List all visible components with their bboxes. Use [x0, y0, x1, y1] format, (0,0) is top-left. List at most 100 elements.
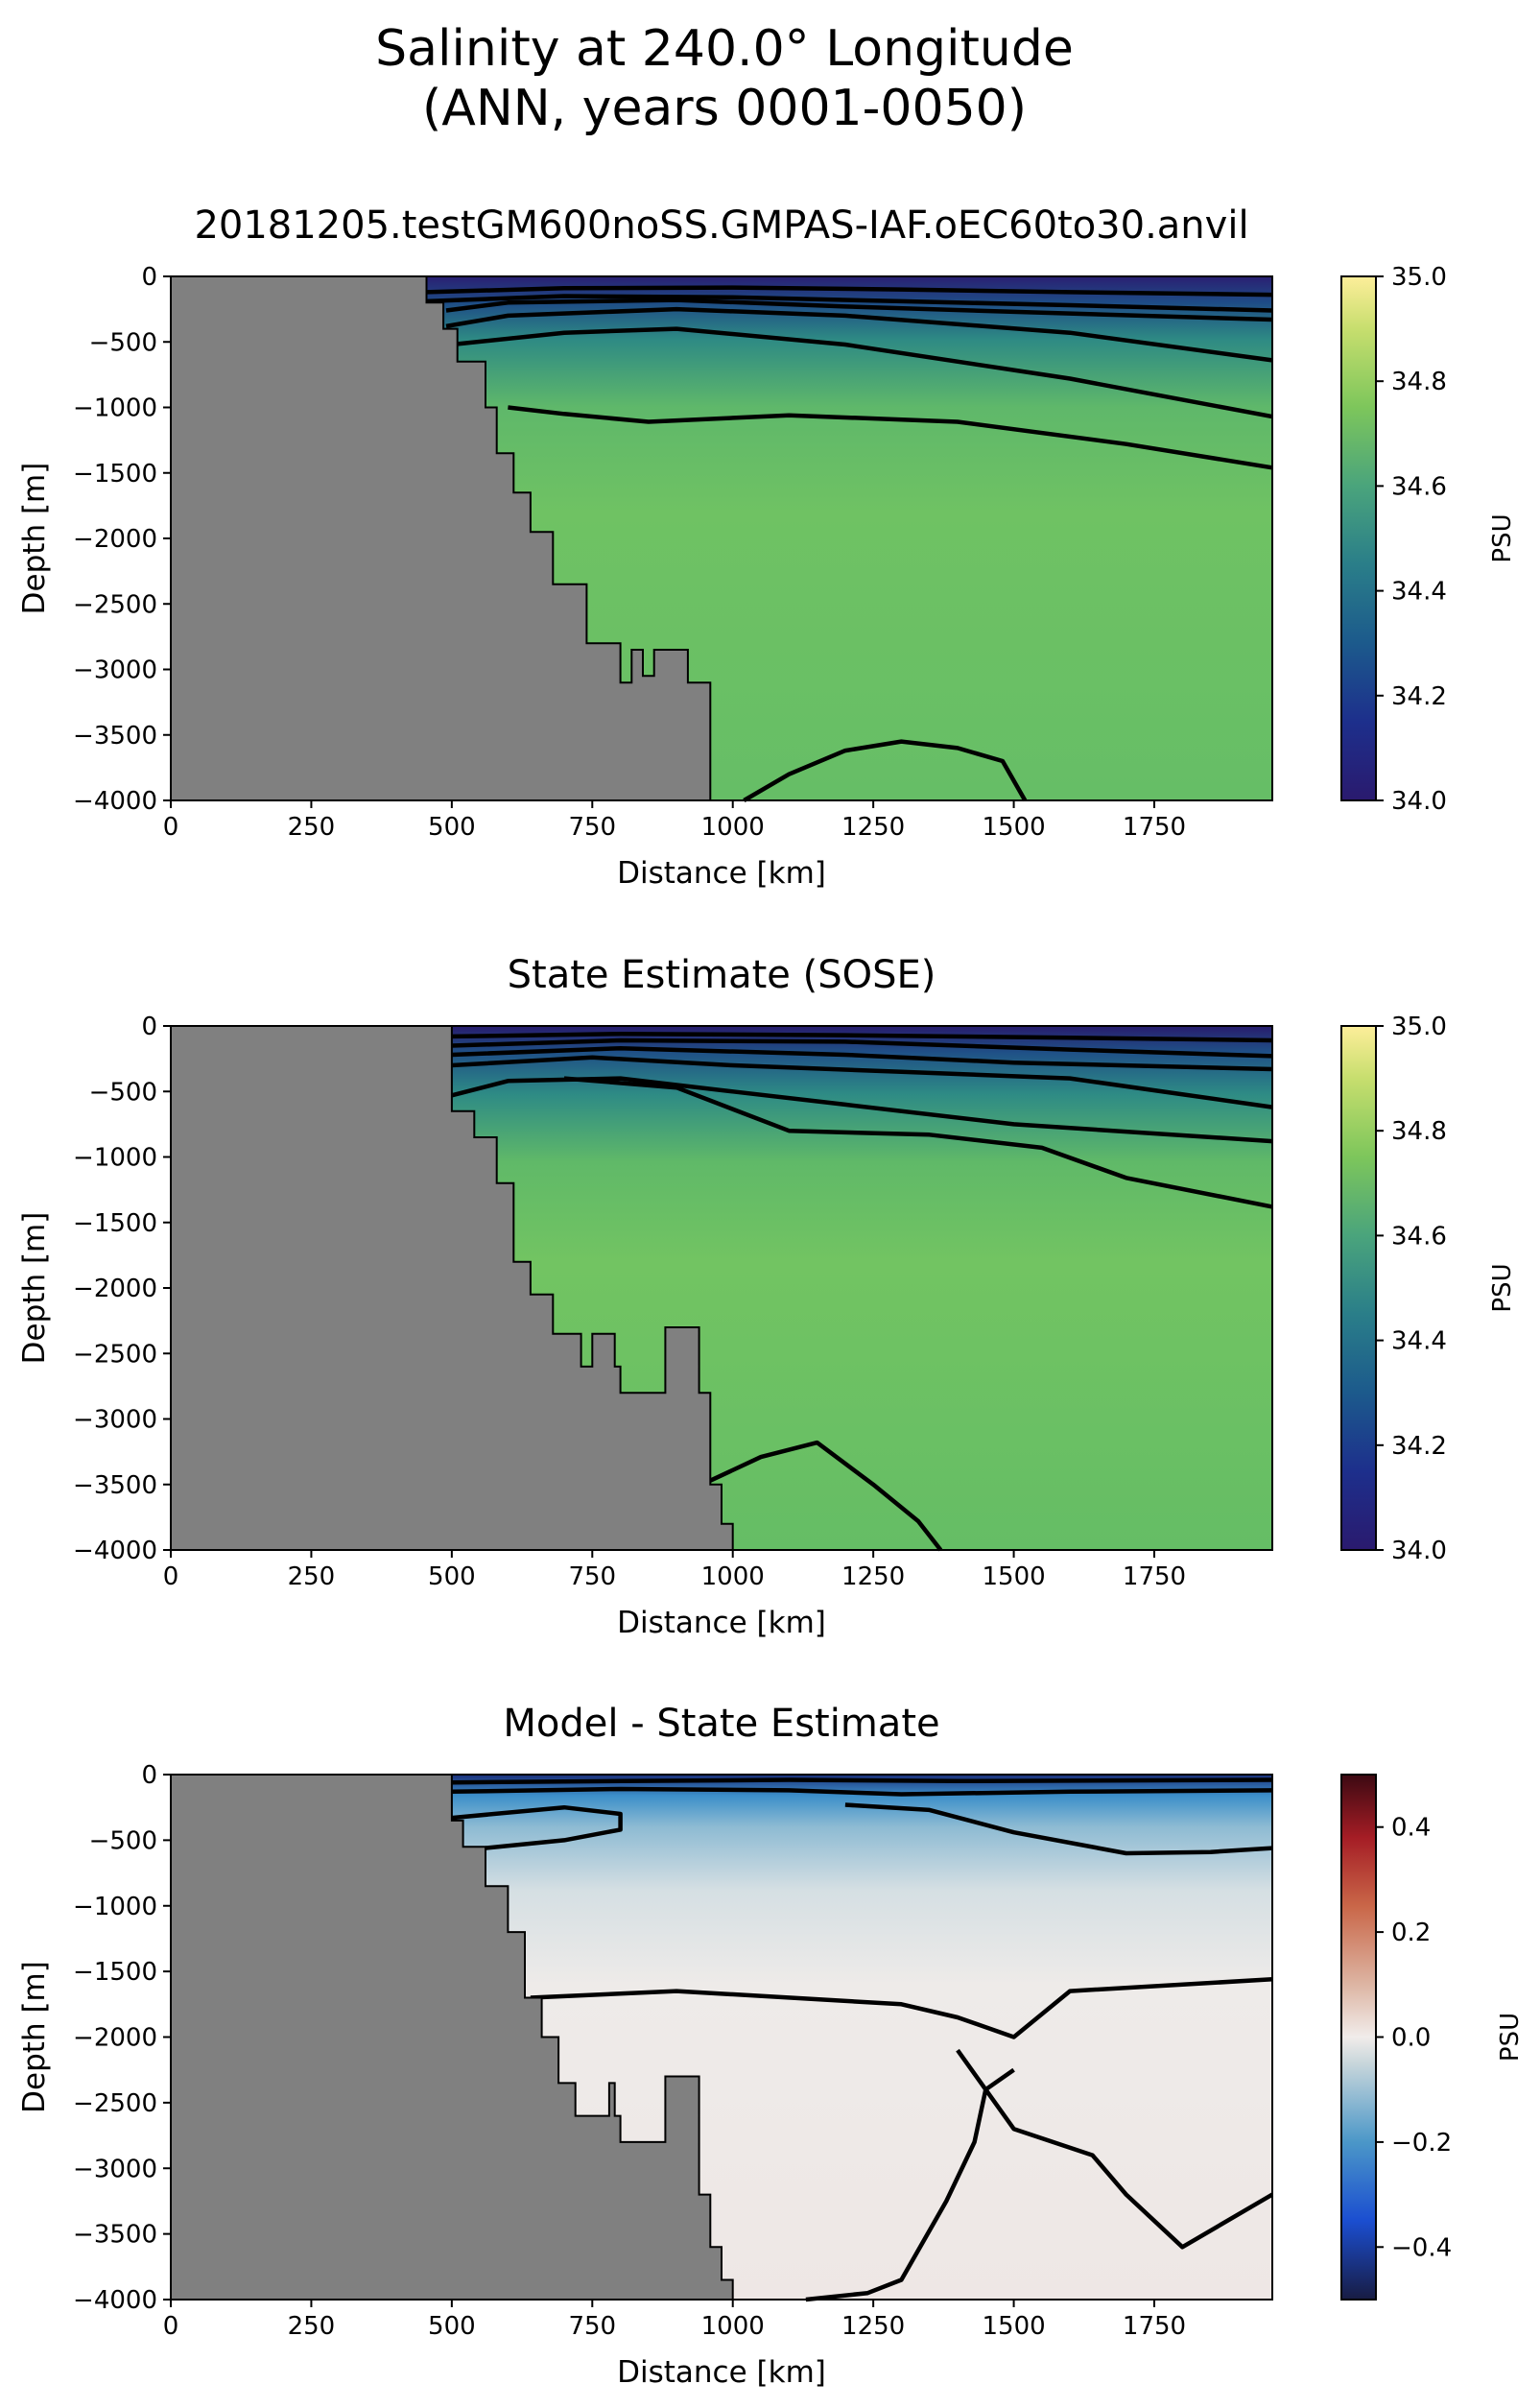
x-tick-label: 750 — [568, 813, 616, 842]
y-tick-label: −1500 — [73, 460, 157, 489]
colorbar-tick-label: 35.0 — [1391, 263, 1447, 292]
colorbar-tick-label: 34.6 — [1391, 472, 1447, 501]
colorbar-tick-label: −0.2 — [1391, 2129, 1452, 2158]
x-tick-label: 0 — [163, 2312, 179, 2341]
y-tick-label: −4000 — [73, 787, 157, 816]
x-tick-label: 0 — [163, 1562, 179, 1591]
contour-line — [445, 306, 1273, 363]
y-tick-label: −500 — [89, 328, 157, 357]
contour-line — [426, 294, 1273, 313]
x-tick-label: 0 — [163, 813, 179, 842]
y-tick-label: −2000 — [73, 1275, 157, 1303]
colorbar-scale — [1340, 1774, 1377, 2301]
colorbar-scale — [1340, 275, 1377, 801]
colorbar-tick-label: 34.8 — [1391, 368, 1447, 396]
colorbar-scale — [1340, 1025, 1377, 1551]
x-tick-label: 1250 — [841, 813, 905, 842]
colorbar: 0.4 0.2 0.0 −0.2 −0.4 PSU — [1340, 1774, 1525, 2301]
contour-line — [743, 739, 1028, 802]
figure-title-line1: Salinity at 240.0° Longitude — [375, 20, 1074, 78]
x-tick-label: 500 — [428, 813, 476, 842]
y-tick-label: −1000 — [73, 1144, 157, 1173]
y-tick-label: −3000 — [73, 1406, 157, 1435]
y-tick-label: 0 — [141, 263, 157, 292]
contour-line — [530, 1977, 1273, 2039]
y-axis-label: Depth [m] — [17, 1961, 52, 2113]
contour-line — [451, 326, 1273, 419]
contour-line — [451, 1045, 1273, 1072]
y-tick-label: −2500 — [73, 2089, 157, 2118]
x-tick-label: 1500 — [982, 813, 1045, 842]
y-tick-label: −3500 — [73, 722, 157, 751]
y-tick-label: −3000 — [73, 656, 157, 685]
contour-line — [451, 1804, 623, 1850]
contour-line — [508, 405, 1273, 470]
x-tick-label: 1000 — [701, 1562, 765, 1591]
contour-line — [426, 285, 1273, 298]
x-tick-label: 1750 — [1123, 1562, 1186, 1591]
y-tick-label: 0 — [141, 1013, 157, 1041]
panels-layer: 20181205.testGM600noSS.GMPAS-IAF.oEC60to… — [17, 203, 1525, 2390]
y-tick-label: −4000 — [73, 2286, 157, 2315]
contour-line — [451, 1076, 1273, 1144]
colorbar-tick-label: 0.4 — [1391, 1814, 1431, 1843]
panel-3: Model - State Estimate 0 250 500 750 1000 1250… — [17, 1702, 1525, 2390]
y-tick-label: −1500 — [73, 1209, 157, 1238]
y-tick-label: −2000 — [73, 2024, 157, 2053]
colorbar-label: PSU — [1488, 1263, 1517, 1312]
x-tick-label: 250 — [288, 813, 336, 842]
y-tick-label: −1000 — [73, 1893, 157, 1921]
x-tick-label: 1000 — [701, 2312, 765, 2341]
x-tick-label: 500 — [428, 1562, 476, 1591]
colorbar-tick-label: 34.4 — [1391, 1327, 1447, 1356]
contour-line — [445, 298, 1273, 322]
y-tick-label: −3000 — [73, 2155, 157, 2183]
contour-line — [844, 1802, 1273, 1856]
x-axis-label: Distance [km] — [617, 2355, 826, 2390]
colorbar-tick-label: 34.2 — [1391, 682, 1447, 711]
colorbar-tick-label: 0.2 — [1391, 1919, 1431, 1947]
y-tick-label: −4000 — [73, 1537, 157, 1565]
x-axis-label: Distance [km] — [617, 856, 826, 891]
x-tick-label: 1750 — [1123, 813, 1186, 842]
y-tick-label: −3500 — [73, 2221, 157, 2250]
y-tick-label: −2500 — [73, 590, 157, 619]
land-mask — [170, 1025, 734, 1551]
x-tick-label: 1500 — [982, 2312, 1045, 2341]
y-axis-label: Depth [m] — [17, 463, 52, 615]
contour-line — [451, 1031, 1273, 1043]
y-tick-label: −500 — [89, 1826, 157, 1855]
colorbar-tick-label: 0.0 — [1391, 2024, 1431, 2053]
contour-line — [709, 1440, 943, 1552]
colorbar-label: PSU — [1496, 2013, 1525, 2062]
y-tick-label: −500 — [89, 1078, 157, 1107]
x-tick-label: 1750 — [1123, 2312, 1186, 2341]
x-tick-label: 500 — [428, 2312, 476, 2341]
contour-line — [805, 2067, 1015, 2302]
panel-1: 20181205.testGM600noSS.GMPAS-IAF.oEC60to… — [17, 203, 1517, 891]
x-tick-label: 750 — [568, 2312, 616, 2341]
x-tick-label: 1500 — [982, 1562, 1045, 1591]
y-tick-label: −2000 — [73, 525, 157, 554]
y-tick-label: −2500 — [73, 1340, 157, 1369]
panel-title: Model - State Estimate — [503, 1702, 939, 1746]
y-tick-label: −1500 — [73, 1958, 157, 1987]
colorbar-tick-label: 34.0 — [1391, 1537, 1447, 1565]
land-mask — [170, 275, 712, 801]
x-tick-label: 1250 — [841, 2312, 905, 2341]
y-tick-label: 0 — [141, 1761, 157, 1790]
colorbar-tick-label: 34.6 — [1391, 1222, 1447, 1251]
x-tick-label: 1000 — [701, 813, 765, 842]
y-tick-label: −3500 — [73, 1471, 157, 1500]
colorbar: 34.0 34.2 34.4 34.6 34.8 35.0 PSU — [1340, 1013, 1517, 1565]
colorbar-tick-label: 34.0 — [1391, 787, 1447, 816]
colorbar-tick-label: 34.2 — [1391, 1432, 1447, 1461]
contour-line — [563, 1076, 1273, 1209]
land-mask — [170, 1774, 734, 2301]
x-tick-label: 250 — [288, 1562, 336, 1591]
contour-line — [451, 1037, 1273, 1059]
colorbar-tick-label: 35.0 — [1391, 1013, 1447, 1041]
contour-line — [451, 1055, 1273, 1109]
y-axis-label: Depth [m] — [17, 1212, 52, 1365]
